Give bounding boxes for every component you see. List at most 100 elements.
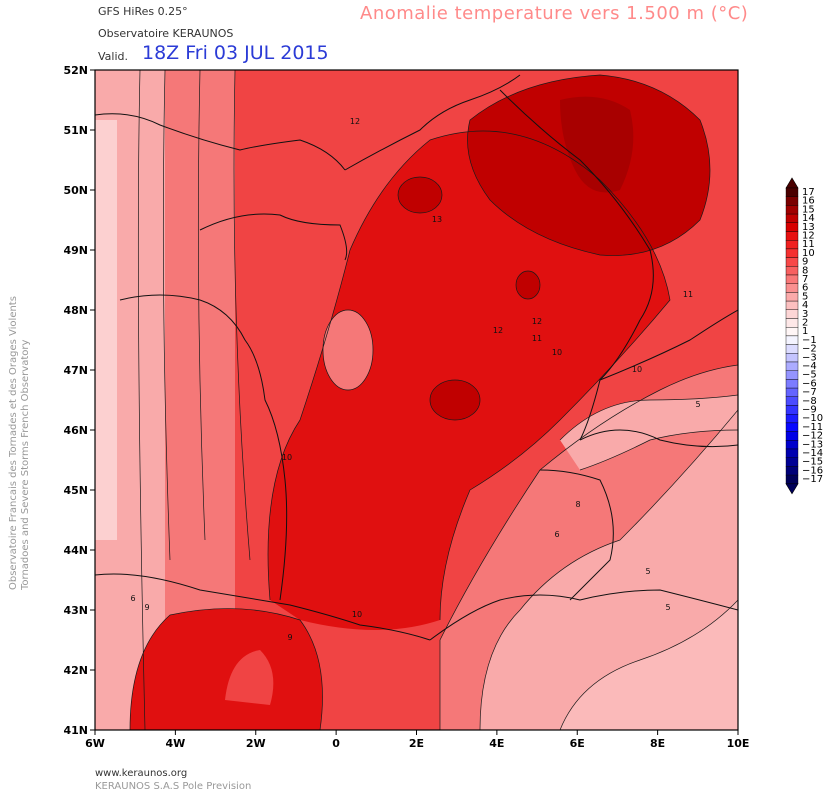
contour-lines [129,70,738,730]
map-title: Anomalie temperature vers 1.500 m (°C) [360,3,749,24]
colorbar-label: −17 [802,474,823,485]
colorbar-swatch [785,292,799,302]
colorbar-label: 12 [802,231,815,242]
coastlines [95,74,738,641]
lon-tick-label: 2W [246,737,266,750]
colorbar-swatch [785,239,799,250]
colorbar-swatch [785,266,799,276]
colorbar-label: 6 [802,283,808,294]
longitude-axis: 6W 4W 2W 0 2E 4E 6E 8E 10E [85,730,749,750]
colorbar-swatch [785,370,799,380]
field-spain-strong [130,608,323,730]
field-pocket-center [430,380,480,420]
lat-tick-label: 46N [63,424,88,437]
contour-value-label: 10 [352,610,362,619]
contour-value-label: 12 [493,326,503,335]
contour-value-label: 6 [130,594,135,603]
lat-tick-label: 42N [63,664,88,677]
colorbar-swatch [785,300,799,311]
colorbar-swatch [785,318,799,328]
contour-value-label: 13 [432,215,442,224]
lon-tick-label: 4E [489,737,504,750]
field-spain-medium [225,650,274,705]
footer-site: www.keraunos.org [95,768,188,779]
field-pocket-north [398,177,442,213]
colorbar-swatch [785,248,799,258]
latitude-axis: 52N 51N 50N 49N 48N 47N 46N 45N 44N 43N 42N 41N [63,64,95,737]
footer-company: KERAUNOS S.A.S Pole Prevision [95,781,252,792]
colorbar-swatch [785,353,799,363]
colorbar-swatch [785,327,799,337]
field-west-band-3 [95,120,117,540]
contour-value-label: 9 [144,603,149,612]
colorbar-label: −2 [802,344,817,355]
contour-value-label: 11 [683,290,693,299]
colorbar-label: 8 [802,265,808,276]
colorbar-label: −15 [802,457,823,468]
colorbar-swatch [785,344,799,354]
field-pocket-east [516,271,540,299]
colorbar-label: 4 [802,300,808,311]
colorbar-label: −12 [802,431,823,442]
colorbar-swatch [785,379,799,389]
valid-time: 18Z Fri 03 JUL 2015 [142,42,329,64]
colorbar-label: 17 [802,187,815,198]
contour-value-label: 12 [532,317,542,326]
contour-value-label: 8 [575,500,580,509]
colorbar-label: −11 [802,422,823,433]
colorbar-label: −4 [802,361,817,372]
lon-tick-label: 2E [409,737,424,750]
colorbar-swatch [785,474,799,485]
colorbar-swatch [785,205,799,215]
contour-value-label: 10 [282,453,292,462]
colorbar-swatch [785,309,799,319]
lat-tick-label: 49N [63,244,88,257]
field-france-strong [268,131,670,630]
lat-tick-label: 44N [63,544,88,557]
colorbar-swatch [785,387,799,398]
colorbar-label: 9 [802,257,808,268]
contour-value-label: 5 [665,603,670,612]
colorbar-label: 11 [802,239,815,250]
colorbar-swatch [785,222,799,232]
contour-value-label: 10 [632,365,642,374]
colorbar-swatch [785,457,799,467]
contour-value-label: 10 [552,348,562,357]
colorbar-label: −5 [802,370,817,381]
lat-tick-label: 45N [63,484,88,497]
colorbar-swatch [785,414,799,424]
contour-value-label: 9 [287,633,292,642]
lon-tick-label: 10E [727,737,750,750]
colorbar-swatch [785,187,799,197]
colorbar-label: −13 [802,439,823,450]
colorbar-label: 14 [802,213,815,224]
colorbar-swatch [785,335,799,345]
colorbar-label: 2 [802,318,808,329]
valid-label: Valid. [98,50,129,63]
contour-value-label: 5 [645,567,650,576]
colorbar-swatch [785,405,799,415]
lat-tick-label: 51N [63,124,88,137]
contour-value-label: 12 [350,117,360,126]
field-alps-pale [560,395,738,470]
colorbar-swatch [785,274,799,284]
lat-tick-label: 47N [63,364,88,377]
lon-tick-label: 0 [332,737,340,750]
colorbar-label: −10 [802,413,823,424]
colorbar-swatch [785,283,799,293]
contour-value-label: 11 [532,334,542,343]
anomaly-field [95,70,738,730]
lat-tick-label: 43N [63,604,88,617]
colorbar-label: 10 [802,248,815,259]
lat-tick-label: 50N [63,184,88,197]
colorbar-label: 1 [802,326,808,337]
colorbar-label: 3 [802,309,808,320]
colorbar-label: −16 [802,465,823,476]
observatory-label: Observatoire KERAUNOS [98,27,234,40]
colorbar-label: −6 [802,378,817,389]
contour-value-label: 5 [695,400,700,409]
colorbar-label: 5 [802,291,808,302]
colorbar-swatch [785,448,799,458]
